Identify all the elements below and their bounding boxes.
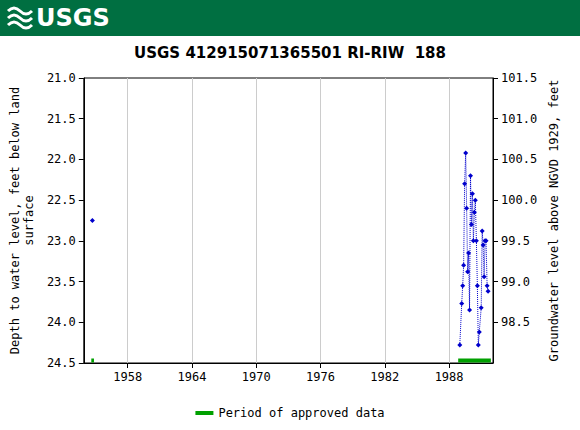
svg-text:1976: 1976: [306, 370, 335, 384]
svg-text:1958: 1958: [113, 370, 142, 384]
svg-text:Groundwater level above NGVD 1: Groundwater level above NGVD 1929, feet: [547, 80, 561, 362]
svg-text:1988: 1988: [435, 370, 464, 384]
svg-text:USGS 412915071365501 RI-RIW 1: USGS 412915071365501 RI-RIW 188: [134, 44, 446, 62]
svg-text:1982: 1982: [370, 370, 399, 384]
svg-text:101.5: 101.5: [501, 71, 537, 85]
svg-text:22.5: 22.5: [47, 193, 76, 207]
svg-text:100.5: 100.5: [501, 152, 537, 166]
svg-text:98.5: 98.5: [501, 315, 530, 329]
svg-text:23.0: 23.0: [47, 234, 76, 248]
html-text:USGS: USGS: [36, 4, 110, 32]
svg-text:1970: 1970: [242, 370, 271, 384]
svg-text:22.0: 22.0: [47, 152, 76, 166]
svg-text:24.5: 24.5: [47, 356, 76, 370]
svg-text:Depth to water level, feet bel: Depth to water level, feet below land: [8, 87, 22, 354]
svg-text:23.5: 23.5: [47, 275, 76, 289]
svg-text:99.5: 99.5: [501, 234, 530, 248]
svg-text:21.5: 21.5: [47, 112, 76, 126]
svg-text:101.0: 101.0: [501, 112, 537, 126]
svg-text:1964: 1964: [178, 370, 207, 384]
svg-text:24.0: 24.0: [47, 315, 76, 329]
svg-text:100.0: 100.0: [501, 193, 537, 207]
svg-text:99.0: 99.0: [501, 275, 530, 289]
svg-text:Period of approved data: Period of approved data: [218, 406, 384, 420]
svg-text:surface: surface: [22, 195, 36, 246]
svg-text:21.0: 21.0: [47, 71, 76, 85]
